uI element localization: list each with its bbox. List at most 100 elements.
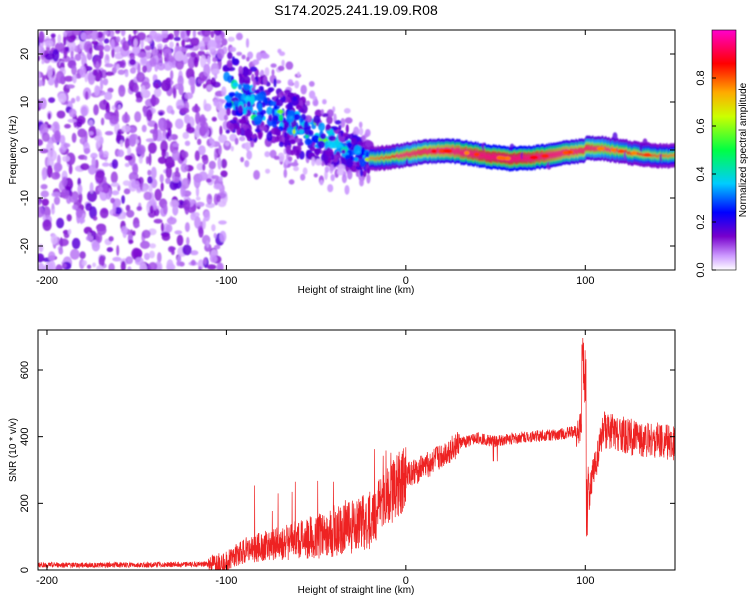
- heatmap-cell-479: [38, 244, 44, 253]
- heatmap-cell-1507: [228, 92, 236, 97]
- heatmap-cell-1147: [239, 136, 246, 142]
- heatmap-cell-1283: [279, 51, 286, 56]
- heatmap-cell-853: [204, 103, 212, 112]
- heatmap-cell-736: [190, 259, 196, 266]
- heatmap-cell-1221: [313, 173, 318, 178]
- heatmap-cell-790: [209, 136, 213, 144]
- heatmap-cell-487: [181, 39, 185, 48]
- heatmap-cell-1299: [234, 137, 239, 145]
- heatmap-cell-852: [193, 56, 199, 68]
- heatmap-cell-1394: [343, 108, 351, 114]
- heatmap-cell-551: [124, 162, 130, 168]
- heatmap-cell-645: [165, 77, 171, 85]
- heatmap-cell-1195: [257, 131, 263, 140]
- heatmap-cell-1401: [318, 122, 326, 132]
- heatmap-cell-751: [201, 30, 211, 37]
- heatmap-cell-595: [214, 33, 222, 45]
- heatmap-cell-712: [181, 178, 190, 190]
- heatmap-cell-680: [198, 171, 208, 181]
- heatmap-cell-1316: [260, 52, 268, 59]
- heatmap-cell-836: [104, 112, 111, 120]
- heatmap-cell-1542: [350, 137, 357, 145]
- heatmap-cell-1528: [320, 109, 324, 115]
- heatmap-cell-870: [134, 257, 144, 266]
- heatmap-cell-658: [163, 61, 173, 71]
- heatmap-cell-1038: [285, 61, 294, 70]
- heatmap-cell-824: [182, 244, 192, 256]
- heatmap-cell-424: [87, 190, 97, 203]
- heatmap-cell-678: [116, 130, 121, 142]
- heatmap-cell-529: [100, 117, 105, 126]
- heatmap-cell-514: [117, 69, 125, 75]
- heatmap-cell-259: [104, 131, 114, 136]
- heatmap-cell-688: [110, 182, 120, 187]
- heatmap-cell-1368: [269, 149, 277, 159]
- heatmap-cell-604: [148, 184, 153, 193]
- heatmap-cell-601: [121, 113, 131, 124]
- heatmap-cell-662: [130, 133, 139, 140]
- heatmap-cell-550: [130, 67, 136, 74]
- heatmap-cell-765: [162, 203, 168, 215]
- heatmap-cell-730: [187, 56, 196, 69]
- heatmap-cell-1520: [300, 117, 304, 123]
- heatmap-cell-521: [104, 53, 110, 66]
- heatmap-cell-441: [56, 217, 65, 229]
- heatmap-cell-755: [149, 205, 154, 214]
- heatmap-cell-1532: [292, 95, 297, 102]
- heatmap-cell-410: [113, 62, 118, 74]
- heatmap-cell-806: [114, 207, 123, 215]
- colorbar-tick-label-3: 0.6: [695, 118, 707, 133]
- heatmap-cell-450: [147, 169, 152, 176]
- heatmap-cell-655: [47, 112, 51, 120]
- heatmap-cell-1002: [340, 118, 346, 128]
- heatmap-cell-817: [191, 105, 201, 113]
- spectrogram-y-tick-label-2: 0: [19, 147, 31, 153]
- heatmap-cell-764: [206, 193, 213, 205]
- heatmap-cell-1405: [268, 114, 273, 122]
- heatmap-cell-621: [52, 48, 60, 62]
- snr-x-tick-label-0: -200: [36, 575, 58, 587]
- heatmap-cell-740: [116, 63, 120, 70]
- heatmap-cell-631: [38, 30, 45, 44]
- heatmap-cell-457: [76, 121, 82, 128]
- heatmap-cell-818: [38, 70, 41, 84]
- heatmap-cell-872: [51, 191, 61, 198]
- heatmap-cell-829: [198, 266, 202, 270]
- snr-y-tick-label-2: 400: [19, 427, 31, 445]
- heatmap-cell-366: [38, 200, 42, 206]
- heatmap-cell-1521: [292, 129, 296, 135]
- heatmap-cell-627: [128, 239, 134, 244]
- heatmap-cell-126: [40, 184, 48, 190]
- heatmap-cell-1508: [337, 169, 344, 176]
- heatmap-cell-686: [97, 186, 103, 192]
- heatmap-cell-1499: [285, 144, 291, 155]
- heatmap-cell-843: [198, 227, 204, 238]
- heatmap-cell-782: [85, 235, 94, 242]
- heatmap-cell-854: [172, 149, 180, 161]
- heatmap-cell-1041: [227, 25, 234, 30]
- heatmap-cell-1535: [342, 132, 349, 137]
- heatmap-cell-681: [50, 234, 58, 245]
- heatmap-cell-643: [168, 33, 174, 40]
- heatmap-cell-148: [125, 204, 131, 212]
- heatmap-cell-1529: [315, 158, 322, 166]
- heatmap-cell-793: [186, 30, 191, 37]
- heatmap-cell-819: [85, 202, 92, 211]
- heatmap-cell-1452: [243, 83, 251, 91]
- heatmap-cell-3108: [529, 155, 539, 160]
- heatmap-cell-371: [190, 250, 199, 256]
- heatmap-cell-1530: [243, 75, 251, 84]
- heatmap-cell-463: [110, 39, 115, 50]
- heatmap-cell-1349: [270, 63, 277, 68]
- spectrogram-x-tick-label-3: 100: [576, 275, 594, 287]
- heatmap-cell-523: [190, 37, 200, 47]
- heatmap-cell-520: [120, 30, 126, 37]
- heatmap-cell-826: [218, 134, 228, 143]
- heatmap-cell-1536: [287, 110, 296, 116]
- heatmap-cell-115: [59, 134, 66, 144]
- heatmap-cell-958: [327, 184, 334, 193]
- heatmap-cell-1231: [258, 85, 264, 91]
- heatmap-cell-774: [62, 155, 70, 162]
- heatmap-cell-727: [68, 108, 77, 118]
- heatmap-cell-411: [58, 247, 64, 255]
